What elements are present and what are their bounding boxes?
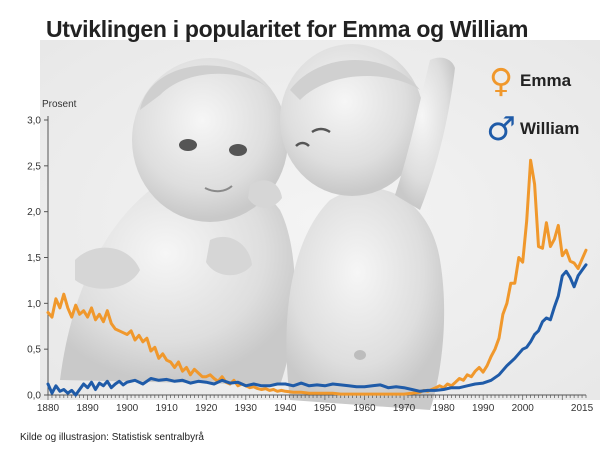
female-symbol-icon: ♀ xyxy=(488,61,514,100)
y-tick-label: 0,5 xyxy=(27,345,41,356)
legend-item-william: ♂ William xyxy=(484,112,579,145)
x-tick-label: 1890 xyxy=(76,403,99,414)
y-axis: 0,0 0,5 1,0 1,5 2,0 2,5 3,0 xyxy=(27,116,49,402)
x-tick-label: 1920 xyxy=(195,403,218,414)
male-symbol-icon: ♂ xyxy=(486,109,516,148)
x-tick-label: 2015 xyxy=(571,403,594,414)
x-tick-label: 2000 xyxy=(512,403,535,414)
x-axis: 1880 1890 1900 1910 1920 1930 1940 1950 1960 1970… xyxy=(37,394,594,414)
legend-item-emma: ♀ Emma xyxy=(484,64,571,97)
y-tick-label: 2,5 xyxy=(27,161,41,172)
x-tick-label: 1960 xyxy=(353,403,376,414)
x-tick-label: 1990 xyxy=(472,403,495,414)
y-tick-label: 1,0 xyxy=(27,299,41,310)
x-tick-label: 1900 xyxy=(116,403,139,414)
series-line-emma xyxy=(46,158,588,396)
y-tick-label: 3,0 xyxy=(27,116,41,127)
legend-label-william: William xyxy=(520,118,580,138)
x-tick-label: 1970 xyxy=(393,403,416,414)
x-tick-label: 1910 xyxy=(156,403,179,414)
x-tick-label: 1930 xyxy=(235,403,258,414)
x-tick-label: 1880 xyxy=(37,403,60,414)
x-tick-label: 1950 xyxy=(314,403,337,414)
y-tick-label: 1,5 xyxy=(27,253,41,264)
legend-label-emma: Emma xyxy=(520,70,572,90)
y-tick-label: 2,0 xyxy=(27,207,41,218)
source-note: Kilde og illustrasjon: Statistisk sentra… xyxy=(20,432,204,443)
x-tick-label: 1980 xyxy=(432,403,455,414)
series-lines xyxy=(46,158,588,397)
right-baby xyxy=(248,44,455,410)
y-axis-label: Prosent xyxy=(42,99,77,110)
y-tick-label: 0,0 xyxy=(27,391,41,402)
chart-title: Utviklingen i popularitet for Emma og Wi… xyxy=(46,16,529,42)
x-tick-label: 1940 xyxy=(274,403,297,414)
series-line-william xyxy=(46,263,588,397)
